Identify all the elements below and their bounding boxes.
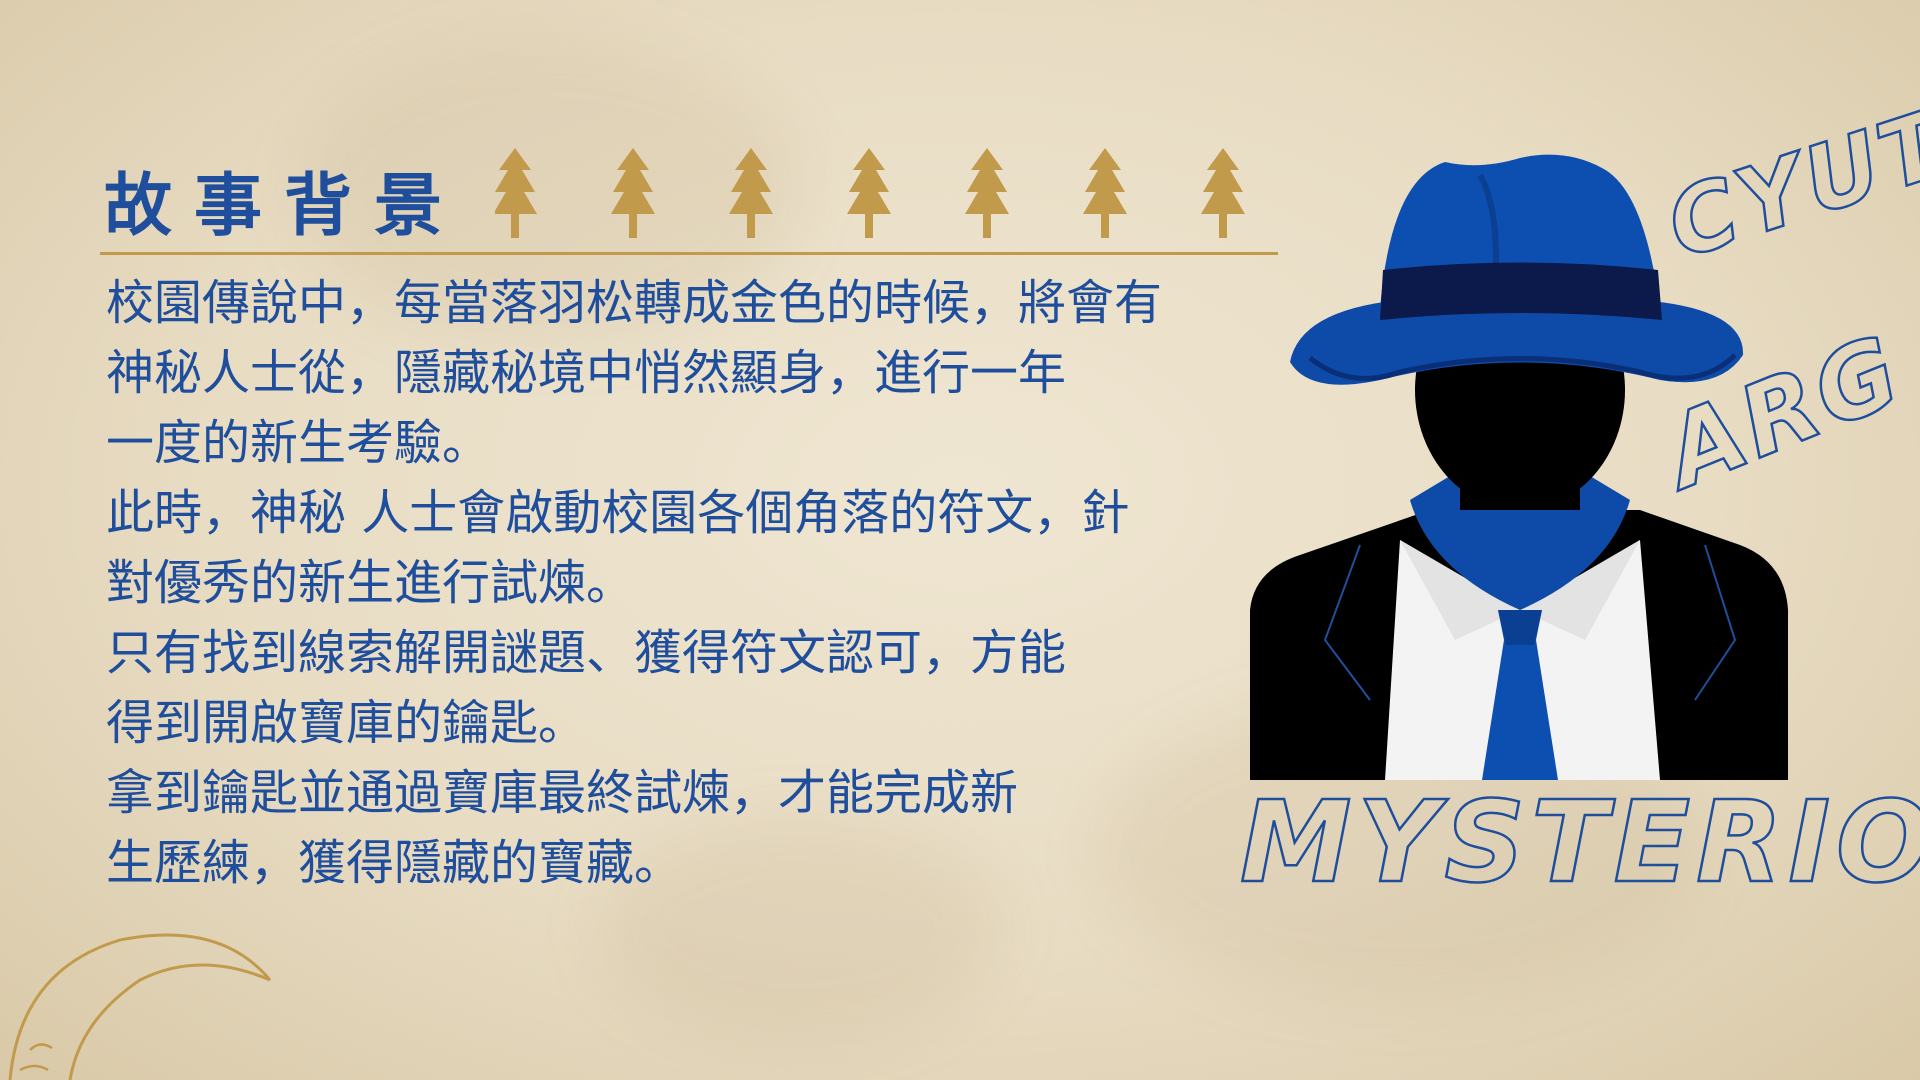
story-line: 對優秀的新生進行試煉。 [106, 555, 635, 611]
pine-tree-icon [495, 148, 537, 238]
crescent-moon-icon [8, 933, 272, 1080]
page-title: 故事背景 [104, 167, 465, 246]
paper-stain [600, 820, 1000, 1040]
story-line: 得到開啟寶庫的鑰匙。 [106, 695, 587, 751]
pine-tree-icon [729, 148, 773, 238]
story-text: 校園傳說中，每當落羽松轉成金色的時候，將會有 神秘人士從，隱藏秘境中悄然顯身，進… [106, 268, 1356, 898]
story-line: 一度的新生考驗。 [106, 415, 491, 471]
pine-tree-icon [847, 148, 891, 238]
story-line: 只有找到線索解開謎題、獲得符文認可，方能 [106, 625, 1067, 681]
heading-underline [100, 252, 1278, 255]
story-line: 校園傳說中，每當落羽松轉成金色的時候，將會有 [106, 275, 1163, 331]
story-line: 生歷練，獲得隱藏的寶藏。 [106, 835, 683, 891]
pine-tree-icon [1083, 148, 1127, 238]
pine-tree-icon [611, 148, 655, 238]
mystery-man-silhouette [1250, 154, 1788, 780]
story-line: 此時，神秘 人士會啟動校園各個角落的符文，針 [106, 485, 1130, 541]
pine-tree-icon [965, 148, 1009, 238]
mysterio-watermark: MYSTERIO [1239, 777, 1920, 910]
story-line: 神秘人士從，隱藏秘境中悄然顯身，進行一年 [106, 345, 1067, 401]
story-line: 拿到鑰匙並通過寶庫最終試煉，才能完成新 [106, 765, 1019, 821]
pine-tree-row [495, 148, 1245, 238]
pine-tree-icon [1201, 148, 1245, 238]
paper-stain [300, 40, 800, 340]
